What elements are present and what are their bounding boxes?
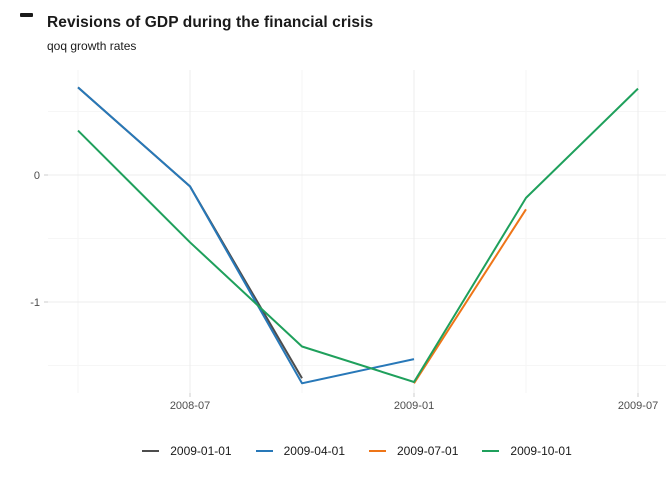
legend-item-2009-04-01: 2009-04-01 xyxy=(255,444,345,458)
legend-label: 2009-04-01 xyxy=(283,444,345,458)
legend-item-2009-10-01: 2009-10-01 xyxy=(482,444,572,458)
legend-item-2009-01-01: 2009-01-01 xyxy=(142,444,232,458)
chart-subtitle: qoq growth rates xyxy=(47,39,137,53)
legend-swatch-icon xyxy=(482,450,500,452)
series-line-2009-04-01 xyxy=(77,86,415,385)
x-tick-label: 2008-07 xyxy=(170,400,210,412)
x-tick-label: 2009-01 xyxy=(394,400,434,412)
chart-legend: 2009-01-01 2009-04-01 2009-07-01 2009-10-01 xyxy=(48,444,666,458)
chart-header: Revisions of GDP during the financial cr… xyxy=(47,14,373,53)
line-chart: 2008-07 2009-01 2009-07 0 -1 xyxy=(30,70,666,412)
legend-label: 2009-01-01 xyxy=(170,444,232,458)
legend-swatch-icon xyxy=(369,450,386,452)
y-tick-label: 0 xyxy=(34,170,40,182)
screen-corner-artifact xyxy=(20,13,33,17)
series-line-2009-10-01 xyxy=(77,87,639,383)
chart-title: Revisions of GDP during the financial cr… xyxy=(47,14,374,31)
series-line-2009-07-01 xyxy=(413,208,527,384)
legend-item-2009-07-01: 2009-07-01 xyxy=(369,444,458,458)
legend-label: 2009-10-01 xyxy=(510,444,572,458)
legend-swatch-icon xyxy=(142,450,160,452)
y-tick-label: -1 xyxy=(30,297,40,309)
x-tick-label: 2009-07 xyxy=(618,400,658,412)
legend-swatch-icon xyxy=(255,450,273,452)
legend-label: 2009-07-01 xyxy=(397,444,459,458)
